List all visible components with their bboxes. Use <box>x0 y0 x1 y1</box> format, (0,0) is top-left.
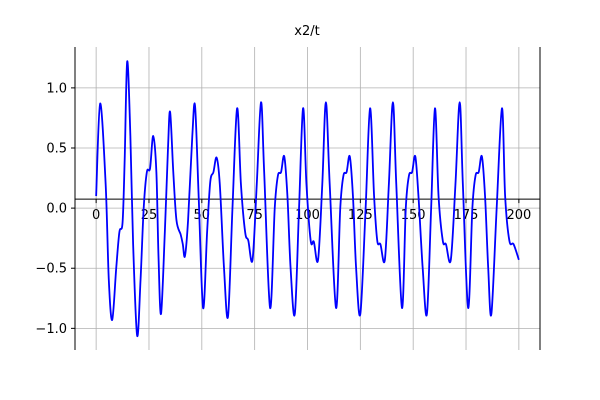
x-tick-label: 0 <box>92 208 100 223</box>
x-tick-label: 100 <box>295 208 320 223</box>
y-tick-label: −1.0 <box>35 322 67 337</box>
y-tick-label: −0.5 <box>35 262 67 277</box>
line-series <box>95 60 520 337</box>
x-tick-label: 175 <box>454 208 479 223</box>
x-tick-label: 25 <box>141 208 158 223</box>
y-tick-label: 0.0 <box>46 202 67 217</box>
x-tick-label: 125 <box>348 208 373 223</box>
x-tick-label: 50 <box>194 208 211 223</box>
y-tick-label: 0.5 <box>46 142 67 157</box>
x-tick-label: 200 <box>506 208 531 223</box>
y-tick-label: 1.0 <box>46 81 67 96</box>
chart-title: x2/t <box>294 24 319 39</box>
